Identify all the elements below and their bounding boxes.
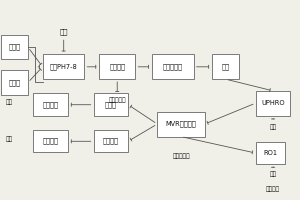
Bar [34,93,68,116]
Bar [94,130,128,152]
Bar [1,70,28,95]
Bar [256,142,285,164]
Text: 蒸发冷凝水: 蒸发冷凝水 [172,153,190,159]
Text: MVR蒸发结晶: MVR蒸发结晶 [166,121,196,127]
Text: 回用生产: 回用生产 [266,186,280,192]
Text: 离心分离: 离心分离 [43,138,59,144]
Text: 中和压滤: 中和压滤 [109,63,125,70]
Bar [99,54,135,79]
Text: RO1: RO1 [263,150,277,156]
Text: UPHRO: UPHRO [261,100,285,106]
Bar [1,35,28,59]
Bar [212,54,239,79]
Bar [152,54,194,79]
Text: 硫酸铵: 硫酸铵 [105,101,117,108]
Text: 调节PH7-8: 调节PH7-8 [50,63,77,70]
Text: 磷酸一铵: 磷酸一铵 [103,138,119,144]
Bar [34,130,68,152]
Text: 干燥: 干燥 [5,136,12,142]
Bar [43,54,85,79]
Text: 锰砂过滤器: 锰砂过滤器 [163,63,183,70]
Bar [94,93,128,116]
Text: 干滤液: 干滤液 [8,79,20,86]
Text: 淡水: 淡水 [270,125,277,130]
Text: 干滤液: 干滤液 [8,44,20,50]
Text: 淡水: 淡水 [270,172,277,177]
Text: 固体渣回收: 固体渣回收 [109,97,126,103]
Text: 超滤: 超滤 [222,63,230,70]
Text: 干燥: 干燥 [5,100,12,105]
Bar [256,91,290,116]
Bar [157,112,205,137]
Text: 离心分离: 离心分离 [43,101,59,108]
Text: 氨水: 氨水 [59,29,68,35]
